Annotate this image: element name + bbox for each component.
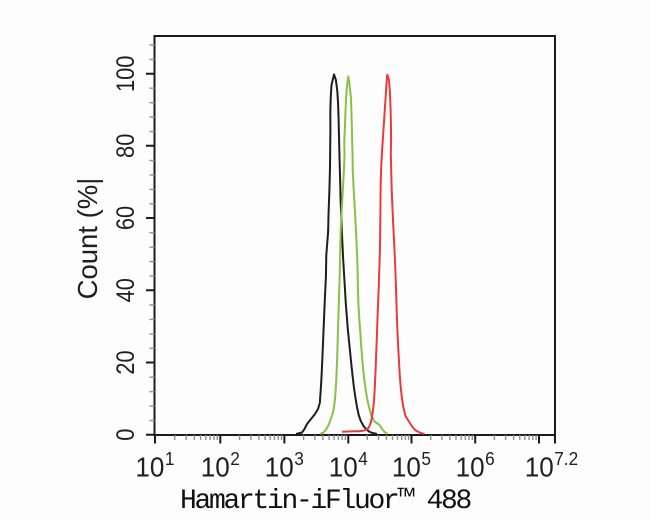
svg-text:20: 20 (112, 350, 140, 374)
svg-text:2: 2 (230, 448, 240, 469)
svg-text:60: 60 (112, 206, 140, 230)
svg-text:7.2: 7.2 (554, 448, 578, 469)
svg-text:10: 10 (265, 452, 294, 483)
svg-text:1: 1 (165, 448, 175, 469)
svg-text:10: 10 (525, 452, 554, 483)
svg-text:10: 10 (392, 452, 421, 483)
svg-text:4: 4 (358, 448, 368, 469)
svg-text:5: 5 (421, 448, 431, 469)
svg-text:6: 6 (485, 448, 495, 469)
svg-text:Count (%|: Count (%| (72, 178, 103, 300)
svg-text:40: 40 (112, 278, 140, 302)
svg-text:80: 80 (112, 134, 140, 158)
svg-text:10: 10 (456, 452, 485, 483)
svg-text:Hamartin-iFluor™ 488: Hamartin-iFluor™ 488 (180, 486, 471, 517)
svg-text:10: 10 (329, 452, 358, 483)
svg-text:100: 100 (112, 56, 140, 93)
svg-text:10: 10 (201, 452, 230, 483)
svg-text:3: 3 (294, 448, 304, 469)
svg-text:0: 0 (112, 429, 140, 441)
svg-text:10: 10 (135, 452, 164, 483)
